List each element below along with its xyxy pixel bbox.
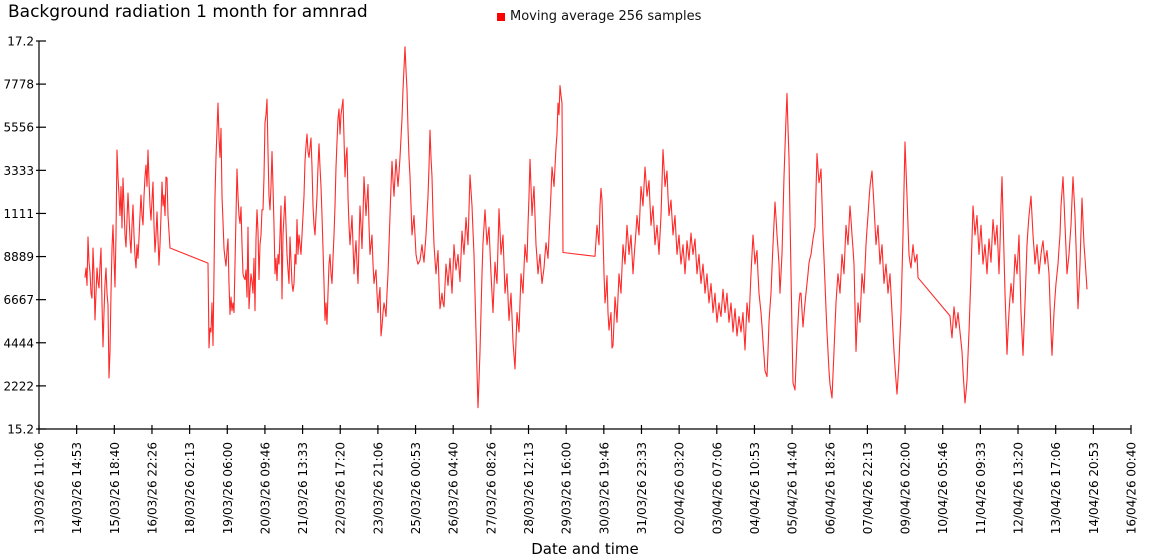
legend-label: Moving average 256 samples bbox=[510, 9, 702, 24]
x-tick-label: 14/03/26 14:53 bbox=[70, 442, 84, 534]
x-tick-label: 13/03/26 11:06 bbox=[33, 442, 47, 534]
x-tick-label: 10/04/26 05:46 bbox=[936, 442, 950, 534]
x-tick-label: 07/04/26 22:13 bbox=[861, 442, 875, 534]
y-tick-label: 1111 bbox=[3, 207, 34, 221]
x-tick-label: 25/03/26 00:53 bbox=[409, 442, 423, 534]
y-tick-label: 4444 bbox=[3, 336, 34, 350]
chart-title: Background radiation 1 month for amnrad bbox=[8, 2, 368, 22]
x-tick-label: 20/03/26 09:46 bbox=[258, 442, 272, 534]
legend-marker-icon bbox=[497, 12, 505, 21]
x-tick-label: 15/03/26 18:40 bbox=[108, 442, 122, 534]
y-tick-label: 15.2 bbox=[7, 423, 34, 437]
x-tick-label: 14/04/26 20:53 bbox=[1087, 442, 1101, 534]
y-tick-label: 6667 bbox=[3, 293, 34, 307]
x-tick-label: 05/04/26 14:40 bbox=[786, 442, 800, 534]
x-tick-label: 11/04/26 09:33 bbox=[974, 442, 988, 534]
y-tick-label: 7778 bbox=[3, 78, 34, 92]
legend: Moving average 256 samples bbox=[497, 9, 701, 24]
x-tick-label: 09/04/26 02:00 bbox=[899, 442, 913, 534]
x-tick-label: 30/03/26 19:46 bbox=[597, 442, 611, 534]
y-tick-label: 17.2 bbox=[7, 35, 34, 49]
x-tick-label: 18/03/26 02:13 bbox=[183, 442, 197, 534]
x-tick-label: 06/04/26 18:26 bbox=[823, 442, 837, 534]
x-axis-title: Date and time bbox=[531, 540, 639, 558]
x-tick-label: 27/03/26 08:26 bbox=[484, 442, 498, 534]
x-tick-label: 16/04/26 00:40 bbox=[1125, 442, 1139, 534]
x-tick-label: 21/03/26 13:33 bbox=[296, 442, 310, 534]
x-tick-label: 22/03/26 17:20 bbox=[334, 442, 348, 534]
y-tick-label: 2222 bbox=[3, 379, 34, 393]
x-tick-label: 23/03/26 21:06 bbox=[371, 442, 385, 534]
moving-average-line bbox=[84, 46, 1088, 409]
x-tick-label: 13/04/26 17:06 bbox=[1049, 442, 1063, 534]
y-tick-label: 3333 bbox=[3, 164, 34, 178]
x-tick-label: 31/03/26 23:33 bbox=[635, 442, 649, 534]
x-tick-label: 04/04/26 10:53 bbox=[748, 442, 762, 534]
y-tick-label: 8889 bbox=[3, 250, 34, 264]
x-tick-label: 19/03/26 06:00 bbox=[221, 442, 235, 534]
x-tick-label: 12/04/26 13:20 bbox=[1012, 442, 1026, 534]
x-tick-label: 03/04/26 07:06 bbox=[710, 442, 724, 534]
x-tick-label: 28/03/26 12:13 bbox=[522, 442, 536, 534]
y-tick-label: 5556 bbox=[3, 121, 34, 135]
x-tick-label: 29/03/26 16:00 bbox=[560, 442, 574, 534]
x-tick-label: 16/03/26 22:26 bbox=[145, 442, 159, 534]
x-tick-label: 02/04/26 03:20 bbox=[673, 442, 687, 534]
x-tick-label: 26/03/26 04:40 bbox=[447, 442, 461, 534]
